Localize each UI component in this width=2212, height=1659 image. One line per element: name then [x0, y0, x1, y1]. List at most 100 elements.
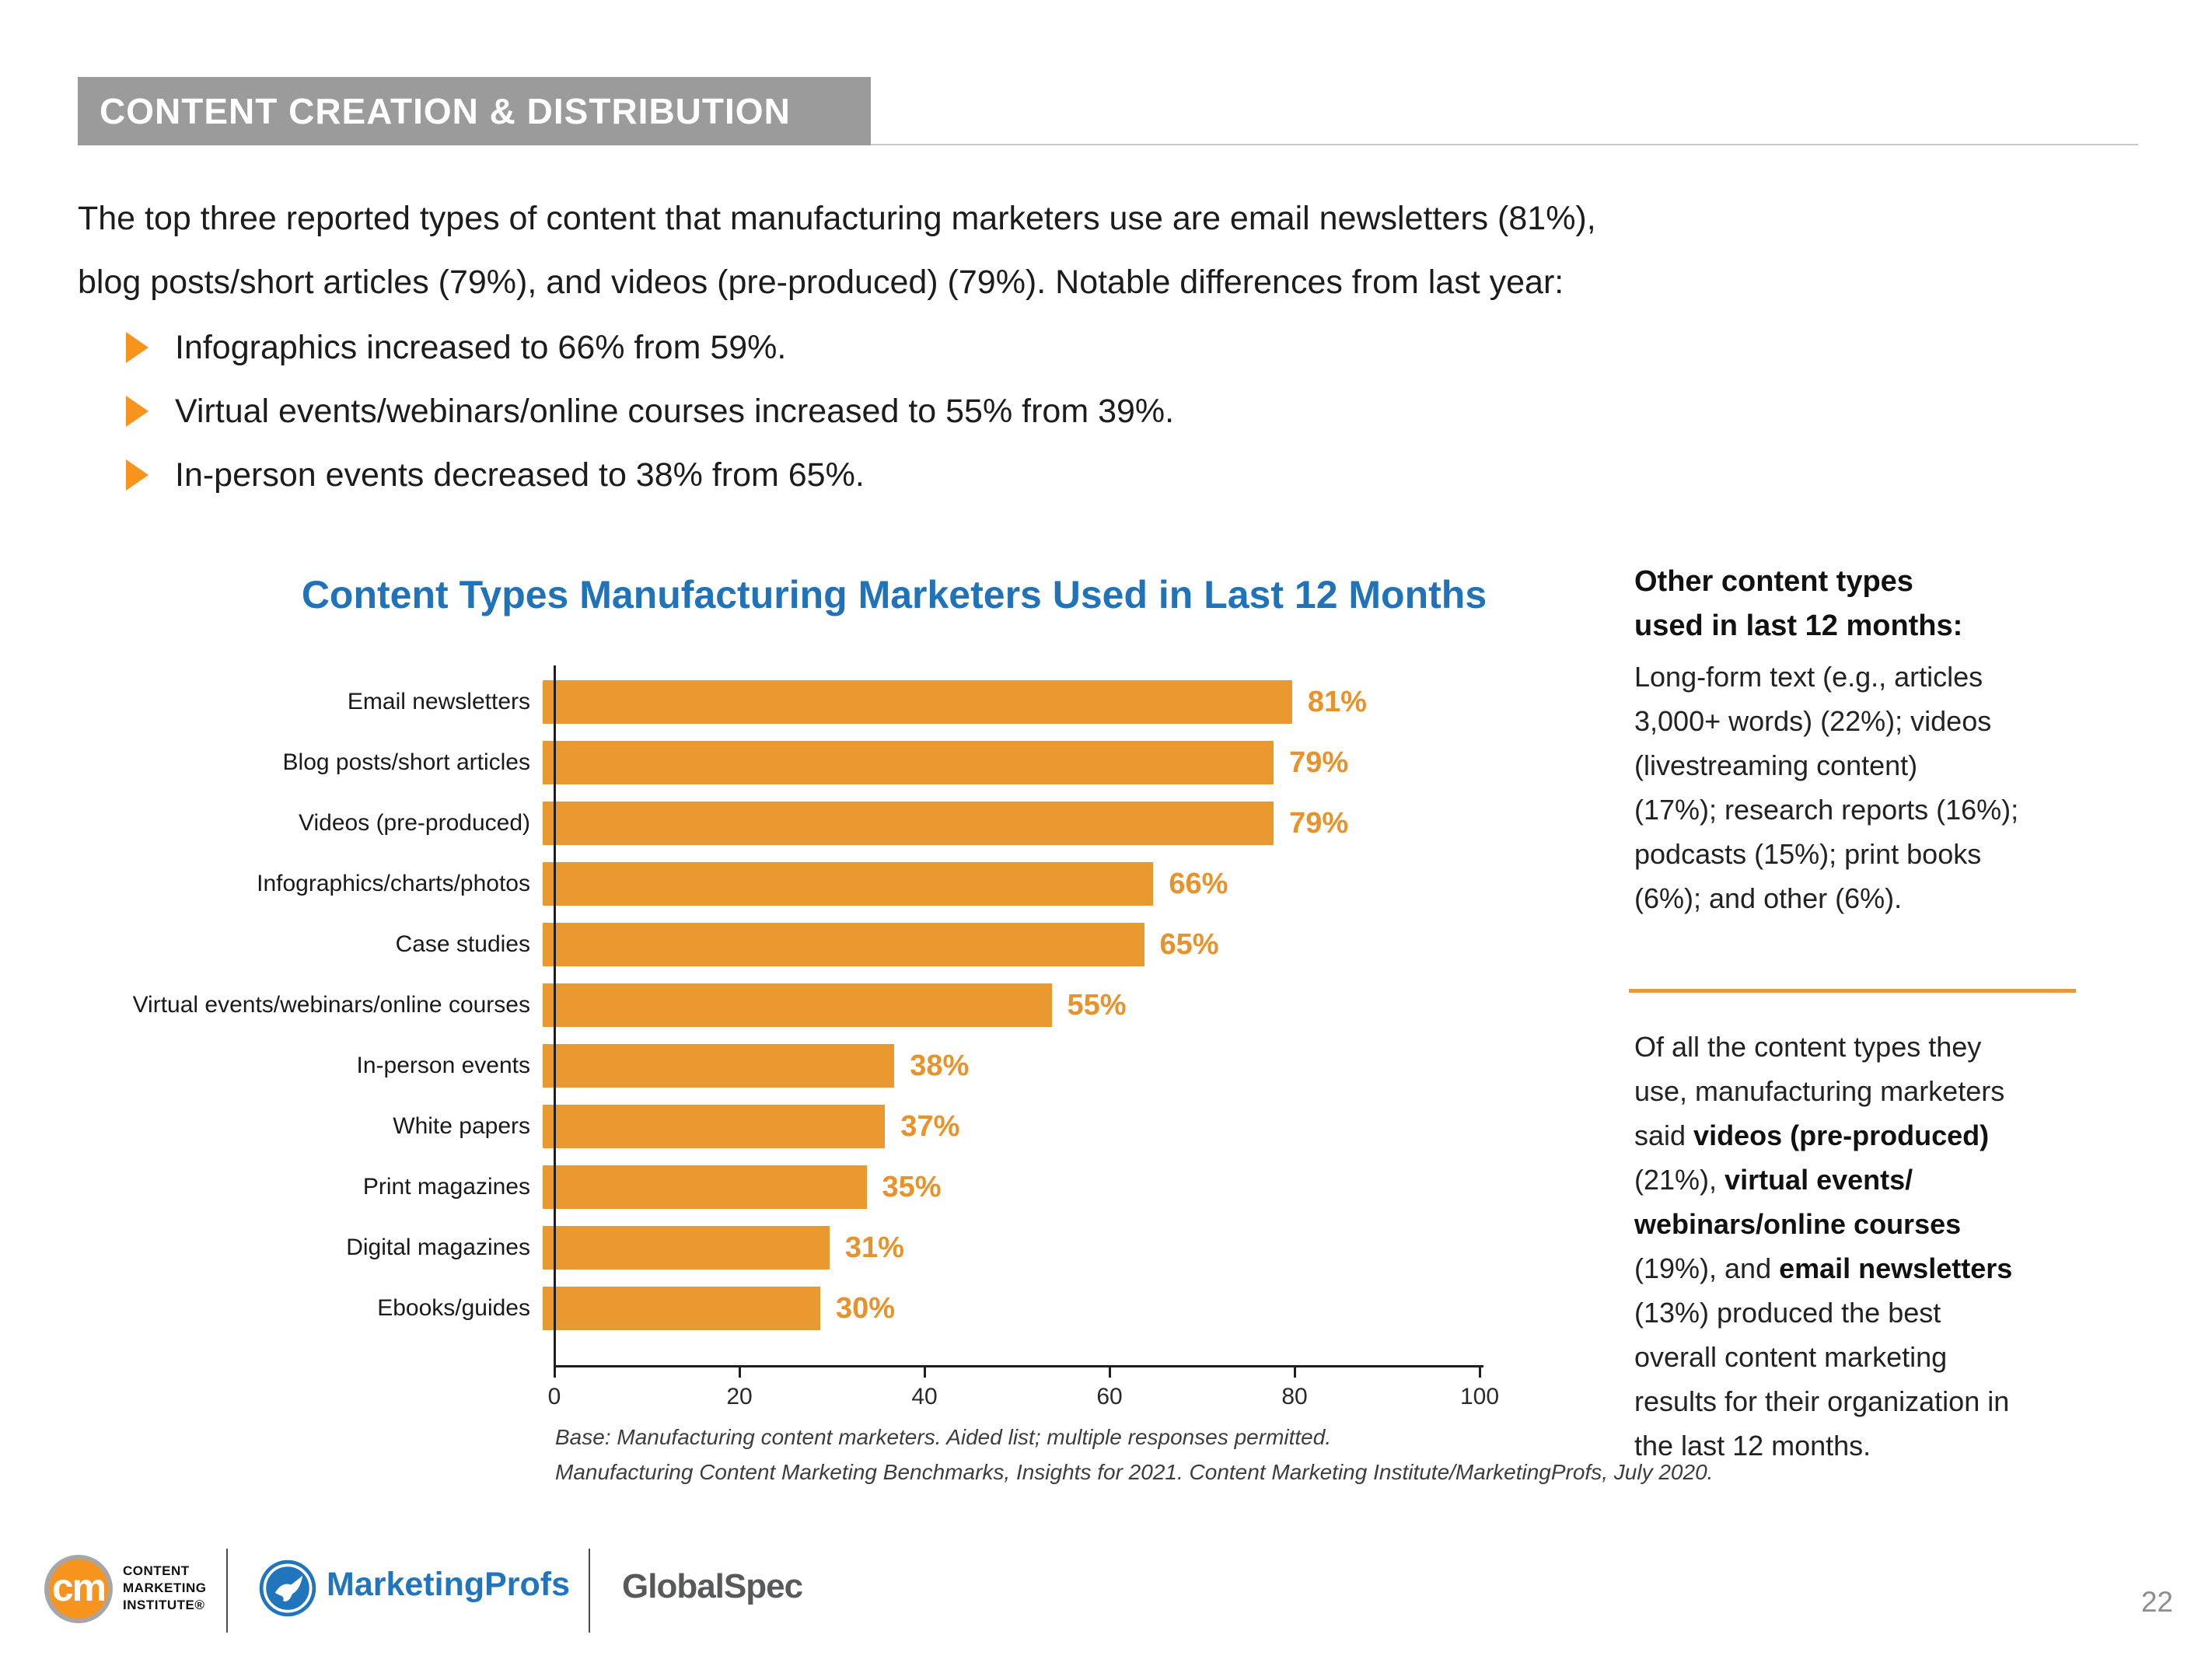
chart-row: Print magazines 35%: [84, 1157, 1483, 1217]
chart-value-label: 65%: [1159, 927, 1219, 961]
sidebar-text-run: results for their organization in: [1634, 1385, 2010, 1417]
chart-category-label: White papers: [393, 1113, 530, 1139]
chart-value-label: 31%: [844, 1231, 904, 1264]
chart-row: Virtual events/webinars/online courses 55…: [84, 975, 1483, 1036]
cmi-logo-text: CONTENT MARKETING INSTITUTE®: [123, 1563, 207, 1612]
chart-row: Ebooks/guides 30%: [84, 1278, 1483, 1339]
chart-bar: [543, 983, 1052, 1027]
section-header-rule: [871, 144, 2138, 145]
x-axis-tick-label: 100: [1459, 1384, 1500, 1409]
sidebar-bold-run: videos (pre-produced): [1693, 1119, 1990, 1151]
chart-category-label: Videos (pre-produced): [299, 810, 530, 836]
bullet-text: Infographics increased to 66% from 59%.: [175, 328, 787, 366]
footer-divider-1: [226, 1549, 228, 1633]
chart-value-label: 30%: [836, 1291, 896, 1325]
chart-value-label: 79%: [1289, 746, 1349, 779]
sidebar-paragraph-other-content: Long-form text (e.g., articles 3,000+ wor…: [1634, 661, 2019, 914]
chart-category-label: Ebooks/guides: [377, 1295, 530, 1321]
marketingprofs-logo-icon: [259, 1559, 316, 1617]
chart-bar-track: 79%: [543, 802, 1468, 845]
chart-category-label: Infographics/charts/photos: [257, 871, 530, 896]
chart-row: Infographics/charts/photos 66%: [84, 854, 1483, 914]
chart-row: In-person events 38%: [84, 1036, 1483, 1096]
chart-category-label: Blog posts/short articles: [282, 749, 530, 775]
chart-bar-track: 35%: [543, 1165, 1468, 1209]
sidebar-text-run: said: [1634, 1119, 1694, 1151]
chart-bar-track: 65%: [543, 923, 1468, 966]
chart-bar: [543, 1226, 830, 1270]
chart-bar: [543, 680, 1292, 724]
x-axis-tick-label: 60: [1096, 1384, 1123, 1409]
x-axis-tick: [1109, 1367, 1111, 1378]
sidebar-bold-run: virtual events/: [1725, 1164, 1913, 1196]
chart-value-label: 38%: [910, 1049, 970, 1082]
sidebar-bold-run: email newsletters: [1779, 1252, 2013, 1284]
chart-row: Case studies 65%: [84, 914, 1483, 975]
section-header-title: CONTENT CREATION & DISTRIBUTION: [100, 91, 791, 131]
sidebar-text-run: (21%),: [1634, 1164, 1725, 1196]
intro-paragraph: The top three reported types of content …: [78, 200, 1596, 301]
chart-row: White papers 37%: [84, 1096, 1483, 1157]
sidebar-text-run: Of all the content types they: [1634, 1031, 1982, 1063]
chart-category-label: In-person events: [356, 1053, 530, 1078]
bullet-text: In-person events decreased to 38% from 6…: [175, 456, 865, 494]
sidebar-paragraph-best-results: Of all the content types they use, manufa…: [1634, 1025, 2179, 1468]
chart-value-label: 55%: [1067, 988, 1127, 1022]
chart-bar: [543, 741, 1274, 784]
chart-row: Videos (pre-produced) 79%: [84, 793, 1483, 854]
chart-bar: [543, 802, 1274, 845]
footer-divider-2: [589, 1549, 590, 1633]
chart-category-label: Virtual events/webinars/online courses: [132, 992, 530, 1018]
chart-bar: [543, 862, 1154, 906]
sidebar-text-run: (13%) produced the best: [1634, 1297, 1941, 1329]
chart-row: Email newsletters 81%: [84, 672, 1483, 732]
chart-y-axis-line: [554, 665, 556, 1367]
x-axis-tick: [1479, 1367, 1481, 1378]
chart-value-label: 37%: [900, 1109, 960, 1143]
chart-row: Blog posts/short articles 79%: [84, 732, 1483, 793]
sidebar-heading: Other content types used in last 12 month…: [1634, 565, 1963, 642]
chart-title: Content Types Manufacturing Marketers Us…: [301, 573, 1487, 616]
chart-category-label: Digital magazines: [346, 1235, 530, 1260]
x-axis-tick-label: 80: [1281, 1384, 1308, 1409]
x-axis-tick: [739, 1367, 741, 1378]
chart-category-label: Email newsletters: [347, 689, 530, 714]
sidebar-divider: [1629, 989, 2076, 993]
bullet-item: Infographics increased to 66% from 59%.: [126, 316, 1174, 379]
chart-bar: [543, 1165, 867, 1209]
chart-bar-track: 79%: [543, 741, 1468, 784]
bullet-item: Virtual events/webinars/online courses i…: [126, 379, 1174, 443]
chart-footnote: Base: Manufacturing content marketers. A…: [555, 1425, 1714, 1484]
cmi-logo-icon: cm: [44, 1555, 113, 1623]
x-axis-tick-label: 20: [726, 1384, 753, 1409]
chart-value-label: 79%: [1289, 806, 1349, 840]
sidebar-text-run: overall content marketing: [1634, 1341, 1948, 1373]
cmi-monogram: cm: [51, 1566, 107, 1609]
sidebar-bold-run: webinars/online courses: [1634, 1208, 1962, 1240]
x-axis-tick-label: 0: [547, 1384, 561, 1409]
bullet-arrow-icon: [126, 459, 149, 491]
x-axis-tick-label: 40: [911, 1384, 938, 1409]
chart-bar-track: 81%: [543, 680, 1468, 724]
sidebar-text-run: the last 12 months.: [1634, 1430, 1871, 1462]
x-axis-tick: [924, 1367, 926, 1378]
sidebar-text-run: (19%), and: [1634, 1252, 1780, 1284]
chart-value-label: 66%: [1169, 867, 1228, 900]
chart-bar-track: 66%: [543, 862, 1468, 906]
chart-bar: [543, 923, 1144, 966]
bullet-arrow-icon: [126, 332, 149, 363]
chart-category-label: Case studies: [395, 931, 530, 957]
chart-bar: [543, 1044, 895, 1088]
marketingprofs-logo-text: MarketingProfs: [327, 1566, 571, 1603]
chart-bar-track: 37%: [543, 1105, 1468, 1148]
chart-category-label: Print magazines: [362, 1174, 530, 1200]
bullet-arrow-icon: [126, 396, 149, 427]
chart-bar-track: 30%: [543, 1287, 1468, 1330]
chart-row: Digital magazines 31%: [84, 1217, 1483, 1278]
chart-x-axis-line: [554, 1365, 1483, 1367]
chart-bar-track: 55%: [543, 983, 1468, 1027]
chart-bar-track: 31%: [543, 1226, 1468, 1270]
chart-bar-track: 38%: [543, 1044, 1468, 1088]
bullet-text: Virtual events/webinars/online courses i…: [175, 392, 1175, 430]
